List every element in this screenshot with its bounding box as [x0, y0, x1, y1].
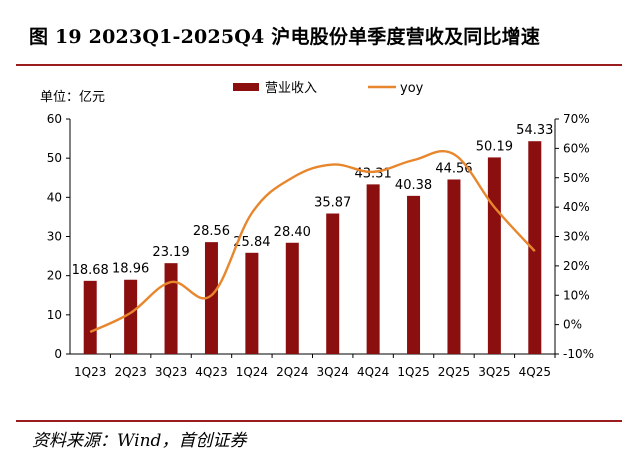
legend-swatch-bar	[233, 83, 259, 91]
bar	[204, 242, 218, 354]
x-tick-label: 3Q23	[155, 365, 187, 379]
y-left-tick-label: 0	[54, 347, 62, 361]
y-right-tick-label: -10%	[563, 347, 594, 361]
bar-value-label: 40.38	[395, 178, 432, 193]
y-left-tick-label: 40	[47, 190, 62, 204]
bar	[447, 179, 461, 354]
bar	[487, 157, 501, 354]
x-tick-label: 1Q25	[397, 365, 429, 379]
bar	[528, 141, 542, 354]
yoy-line	[89, 149, 536, 334]
bar-value-label: 54.33	[516, 123, 553, 138]
bar-value-label: 18.68	[72, 263, 109, 278]
x-tick-label: 4Q25	[519, 365, 551, 379]
bar-value-label: 44.56	[435, 161, 472, 176]
y-left-tick-label: 10	[47, 308, 62, 322]
legend-label-line: yoy	[400, 81, 424, 96]
source-divider	[16, 420, 622, 422]
x-tick-label: 2Q25	[438, 365, 470, 379]
y-right-tick-label: 40%	[563, 200, 590, 214]
source-note: 资料来源：Wind，首创证券	[32, 431, 247, 451]
x-tick-label: 2Q24	[276, 365, 308, 379]
y-right-tick-label: 10%	[563, 288, 590, 302]
x-tick-label: 4Q24	[357, 365, 389, 379]
title-divider	[16, 64, 622, 66]
bar-value-label: 18.96	[112, 262, 149, 277]
bar	[366, 184, 380, 354]
bar	[326, 213, 340, 354]
x-tick-label: 1Q24	[236, 365, 268, 379]
bar	[407, 195, 421, 354]
y-right-tick-label: 0%	[563, 318, 582, 332]
y-left-tick-label: 60	[47, 112, 62, 126]
y-right-tick-label: 30%	[563, 230, 590, 244]
y-right-tick-label: 50%	[563, 171, 590, 185]
bar	[164, 263, 178, 354]
bar	[124, 279, 138, 354]
y-right-tick-label: 20%	[563, 259, 590, 273]
bar-value-label: 50.19	[476, 139, 513, 154]
bar	[83, 280, 97, 354]
x-tick-label: 1Q23	[74, 365, 106, 379]
figure-title: 图 19 2023Q1-2025Q4 沪电股份单季度营收及同比增速	[29, 26, 541, 48]
y-left-tick-label: 50	[47, 151, 62, 165]
bar	[245, 252, 259, 354]
bar-value-label: 25.84	[233, 235, 270, 250]
bar-value-label: 28.40	[274, 225, 311, 240]
y-left-tick-label: 30	[47, 230, 62, 244]
bar-value-label: 23.19	[152, 245, 189, 260]
bar	[285, 242, 299, 354]
unit-label: 单位：亿元	[40, 90, 106, 105]
bar-value-label: 35.87	[314, 196, 351, 211]
bar-value-label: 28.56	[193, 224, 230, 239]
legend-label-bar: 营业收入	[265, 81, 317, 96]
y-left-tick-label: 20	[47, 269, 62, 283]
y-right-tick-label: 60%	[563, 141, 590, 155]
x-tick-label: 2Q23	[114, 365, 146, 379]
x-tick-label: 3Q25	[478, 365, 510, 379]
y-right-tick-label: 70%	[563, 112, 590, 126]
x-tick-label: 4Q23	[195, 365, 227, 379]
x-tick-label: 3Q24	[317, 365, 349, 379]
